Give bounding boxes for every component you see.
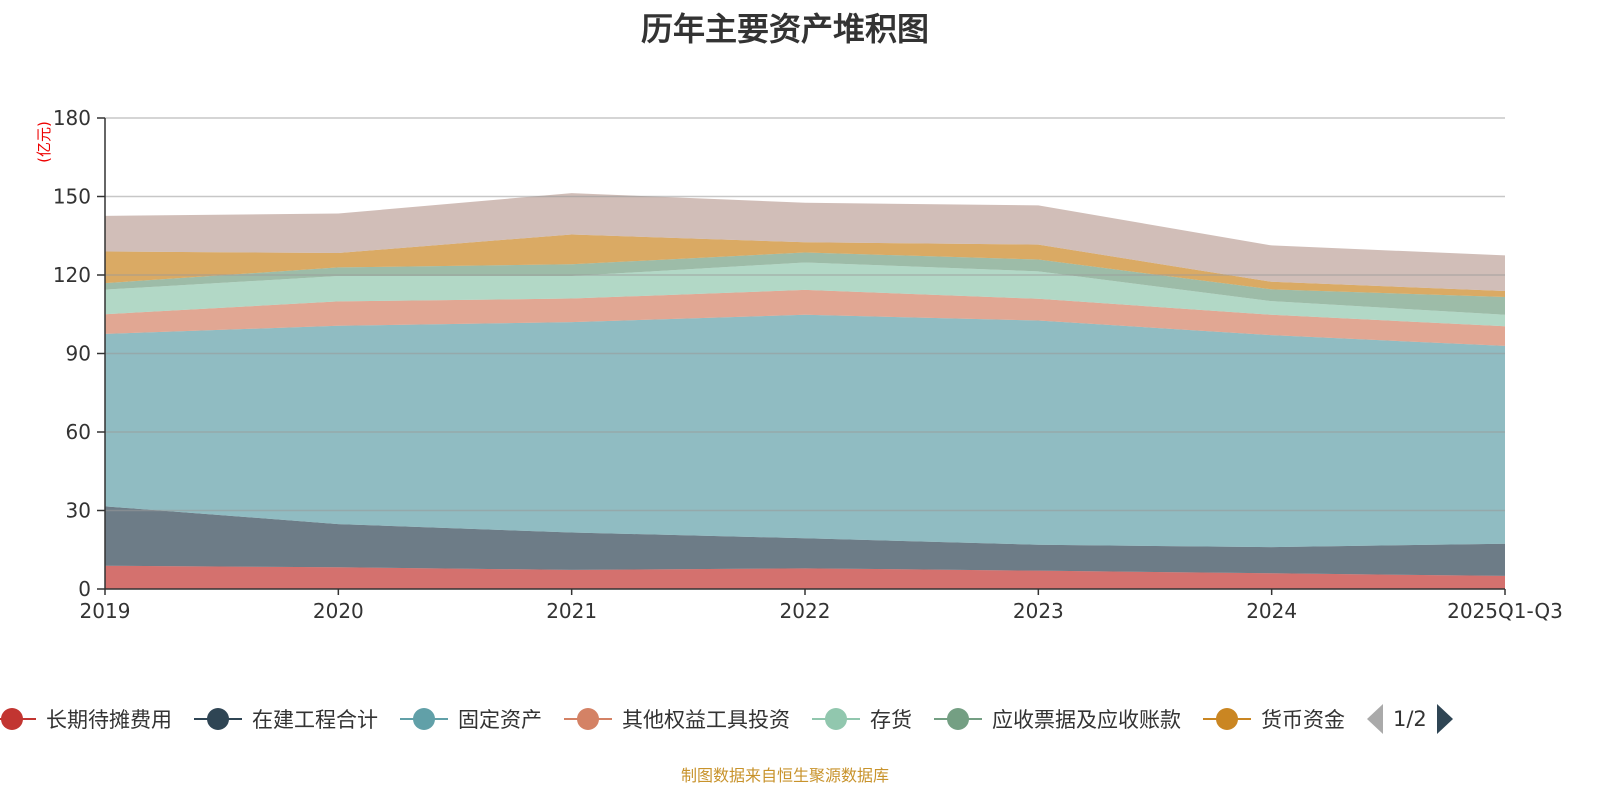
legend-marker-icon [0,707,36,731]
x-tick-label: 2022 [780,599,831,623]
y-tick-label: 180 [53,106,91,130]
legend-marker-icon [564,707,612,731]
x-tick-label: 2020 [313,599,364,623]
area-series-5 [105,262,1505,327]
x-tick-label: 2023 [1013,599,1064,623]
legend-item[interactable]: 存货 [812,704,912,734]
legend-item[interactable]: 其他权益工具投资 [564,704,790,734]
y-tick-label: 150 [53,185,91,209]
legend-label: 在建工程合计 [252,708,378,732]
legend-marker-icon [934,707,982,731]
area-series-1 [105,565,1505,589]
stacked-area-chart: 0 30 60 90 120 150 180 2019 2020 2021 2022 2023 2024… [35,106,1563,623]
legend-item[interactable]: 在建工程合计 [194,704,378,734]
legend-page-indicator: 1/2 [1393,707,1427,731]
x-tick-label: 2021 [546,599,597,623]
x-tick-label: 2024 [1246,599,1297,623]
legend-label: 其他权益工具投资 [622,708,790,732]
legend-label: 存货 [870,708,912,732]
legend-marker-icon [812,707,860,731]
area-series-8 [105,193,1505,291]
legend-prev-icon[interactable] [1367,704,1383,734]
source-footer: 制图数据来自恒生聚源数据库 [680,766,889,785]
legend-marker-icon [400,707,448,731]
x-tick-label: 2025Q1-Q3 [1447,599,1563,623]
area-series-3 [105,314,1505,548]
legend-marker-icon [1203,707,1251,731]
legend-label: 固定资产 [458,708,542,732]
legend-next-icon[interactable] [1436,704,1453,734]
chart-title: 历年主要资产堆积图 [640,10,929,48]
area-series-6 [105,252,1505,315]
x-tick-label: 2019 [80,599,131,623]
legend-label: 长期待摊费用 [46,708,172,732]
legend-item[interactable]: 应收票据及应收账款 [934,704,1181,734]
y-tick-label: 30 [66,499,91,523]
y-tick-label: 0 [78,577,91,601]
legend: 长期待摊费用 在建工程合计 固定资产 其他权益工具投资 存货 应收票据及应收账款 货币资金 … [0,704,1453,734]
legend-item[interactable]: 固定资产 [400,704,542,734]
y-axis-label: (亿元) [35,121,53,163]
legend-label: 货币资金 [1261,708,1345,732]
legend-pager: 1/2 [1367,704,1453,734]
area-series-7 [105,234,1505,297]
y-tick-label: 90 [66,342,91,366]
area-series-4 [105,289,1505,346]
y-tick-label: 60 [66,420,91,444]
legend-item[interactable]: 长期待摊费用 [0,704,172,734]
y-tick-label: 120 [53,263,91,287]
legend-item[interactable]: 货币资金 [1203,704,1345,734]
legend-label: 应收票据及应收账款 [992,708,1181,732]
legend-marker-icon [194,707,242,731]
area-series-2 [105,506,1505,576]
